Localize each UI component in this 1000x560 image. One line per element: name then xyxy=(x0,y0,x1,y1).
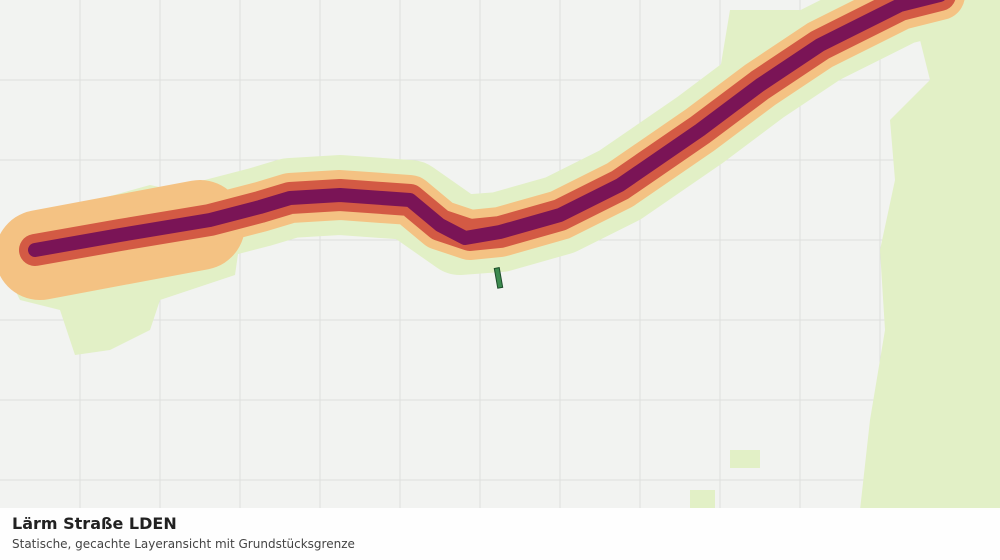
parcel-boundary xyxy=(493,267,504,289)
layer-title: Lärm Straße LDEN xyxy=(12,514,177,533)
layer-subtitle: Statische, gecachte Layeransicht mit Gru… xyxy=(12,537,355,551)
legend-panel: Lärm Straße LDEN Statische, gecachte Lay… xyxy=(0,508,1000,560)
noise-corridor xyxy=(0,0,980,300)
